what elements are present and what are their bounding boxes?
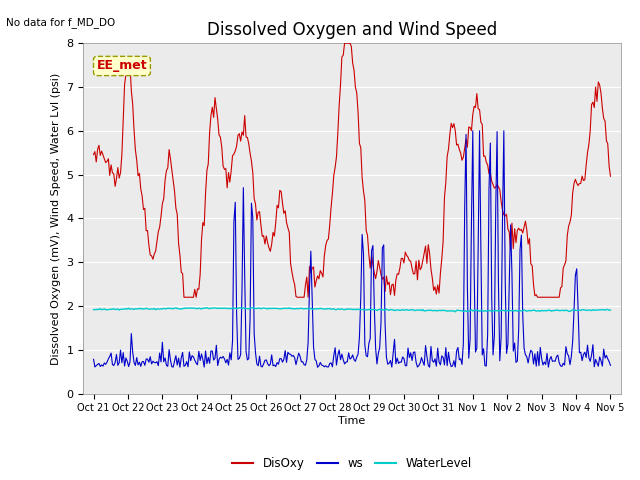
Y-axis label: Dissolved Oxygen (mV), Wind Speed, Water Lvl (psi): Dissolved Oxygen (mV), Wind Speed, Water… <box>51 72 61 364</box>
X-axis label: Time: Time <box>339 416 365 426</box>
Text: No data for f_MD_DO: No data for f_MD_DO <box>6 17 116 28</box>
Title: Dissolved Oxygen and Wind Speed: Dissolved Oxygen and Wind Speed <box>207 21 497 39</box>
Legend: DisOxy, ws, WaterLevel: DisOxy, ws, WaterLevel <box>227 452 477 475</box>
Text: EE_met: EE_met <box>97 60 147 72</box>
